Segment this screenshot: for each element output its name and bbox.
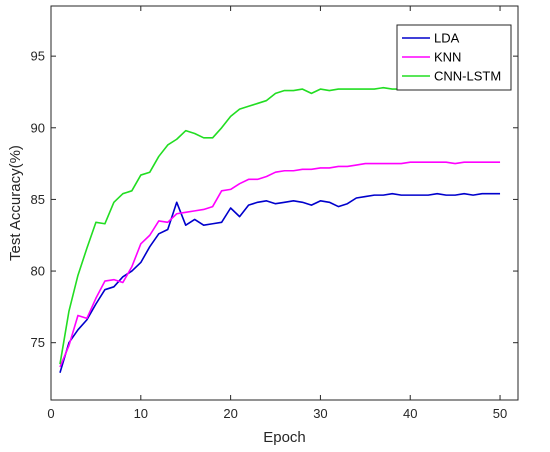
x-tick-label: 30 <box>313 406 327 421</box>
y-tick-label: 90 <box>31 120 45 135</box>
x-tick-label: 0 <box>47 406 54 421</box>
y-tick-label: 75 <box>31 335 45 350</box>
axes-box <box>50 5 519 401</box>
x-tick-label: 10 <box>134 406 148 421</box>
series-line-knn <box>59 161 501 368</box>
series-line-lda <box>59 192 501 374</box>
x-tick-label: 20 <box>223 406 237 421</box>
x-axis-title: Epoch <box>263 429 306 446</box>
y-axis-title: Test Accuracy(%) <box>7 145 24 261</box>
x-tick-label: 40 <box>403 406 417 421</box>
x-tick-label: 50 <box>493 406 507 421</box>
y-tick-label: 95 <box>31 49 45 64</box>
legend-label-lda: LDA <box>434 31 460 46</box>
legend-label-cnn-lstm: CNN-LSTM <box>434 69 501 84</box>
legend-label-knn: KNN <box>434 50 461 65</box>
y-tick-label: 85 <box>31 192 45 207</box>
y-tick-label: 80 <box>31 264 45 279</box>
ticks-layer: 0 10 20 30 40 50 75 80 85 90 95 <box>31 6 518 421</box>
legend: LDA KNN CNN-LSTM <box>396 24 512 91</box>
